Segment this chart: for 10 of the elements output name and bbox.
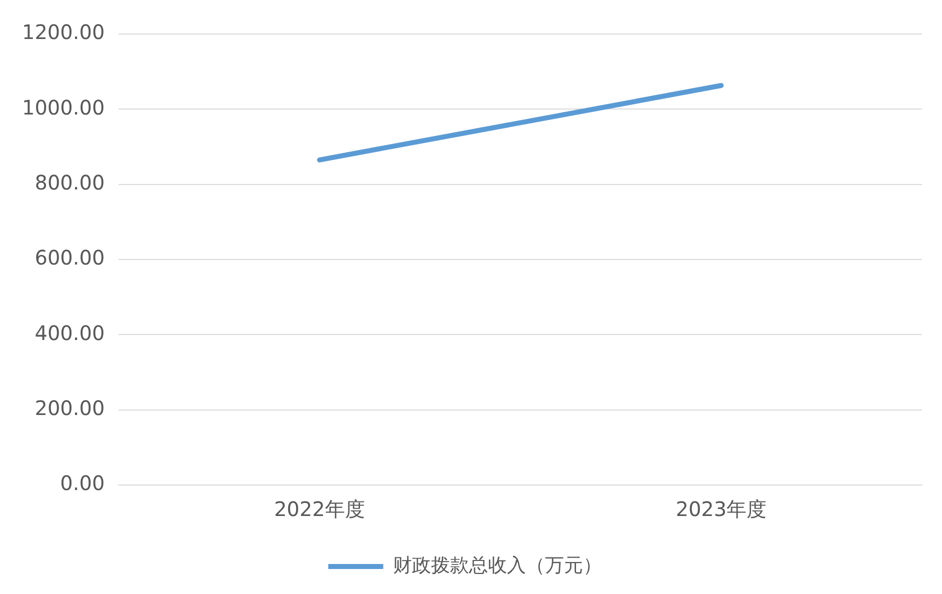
- x-tick-label: 2022年度: [274, 497, 365, 522]
- y-tick-label: 1200.00: [22, 20, 105, 44]
- y-tick-label: 0.00: [60, 471, 105, 496]
- y-tick-label: 400.00: [34, 320, 105, 345]
- y-tick-label: 1000.00: [22, 95, 105, 120]
- y-tick-label: 800.00: [34, 170, 105, 195]
- x-tick-label: 2023年度: [676, 497, 767, 522]
- y-tick-label: 600.00: [34, 246, 105, 270]
- y-tick-label: 200.00: [34, 396, 105, 420]
- legend-label: 财政拨款总收入（万元）: [392, 554, 602, 576]
